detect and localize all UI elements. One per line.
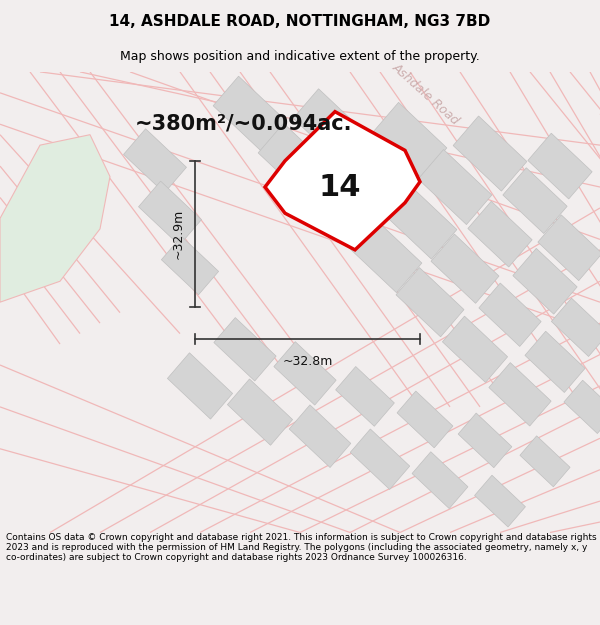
Polygon shape (303, 171, 377, 246)
Polygon shape (335, 366, 394, 426)
Polygon shape (489, 362, 551, 426)
Polygon shape (338, 137, 412, 212)
Polygon shape (551, 298, 600, 356)
Polygon shape (503, 168, 567, 234)
Polygon shape (431, 234, 499, 303)
Polygon shape (350, 429, 410, 489)
Polygon shape (161, 236, 218, 295)
Polygon shape (479, 283, 541, 346)
Text: 14, ASHDALE ROAD, NOTTINGHAM, NG3 7BD: 14, ASHDALE ROAD, NOTTINGHAM, NG3 7BD (109, 14, 491, 29)
Polygon shape (453, 116, 527, 191)
Polygon shape (214, 318, 276, 381)
Polygon shape (475, 475, 526, 527)
Text: ~32.8m: ~32.8m (283, 354, 332, 367)
Polygon shape (538, 215, 600, 281)
Polygon shape (442, 316, 508, 382)
Polygon shape (274, 342, 336, 405)
Polygon shape (468, 201, 532, 267)
Polygon shape (227, 379, 293, 445)
Polygon shape (348, 217, 422, 292)
Polygon shape (213, 76, 287, 151)
Polygon shape (520, 436, 570, 487)
Text: Contains OS data © Crown copyright and database right 2021. This information is : Contains OS data © Crown copyright and d… (6, 532, 596, 562)
Polygon shape (289, 405, 351, 468)
Polygon shape (528, 133, 592, 199)
Polygon shape (293, 89, 367, 164)
Polygon shape (412, 452, 468, 509)
Polygon shape (373, 102, 447, 178)
Polygon shape (258, 123, 332, 198)
Polygon shape (139, 181, 202, 245)
Polygon shape (265, 112, 420, 250)
Polygon shape (0, 134, 110, 302)
Text: Map shows position and indicative extent of the property.: Map shows position and indicative extent… (120, 49, 480, 62)
Polygon shape (564, 380, 600, 434)
Text: ~32.9m: ~32.9m (172, 209, 185, 259)
Polygon shape (397, 391, 453, 448)
Text: 14: 14 (319, 173, 361, 201)
Polygon shape (383, 184, 457, 259)
Polygon shape (418, 149, 492, 224)
Polygon shape (458, 413, 512, 468)
Polygon shape (525, 331, 585, 392)
Polygon shape (513, 248, 577, 314)
Polygon shape (124, 129, 187, 193)
Polygon shape (396, 268, 464, 337)
Text: ~380m²/~0.094ac.: ~380m²/~0.094ac. (135, 114, 353, 134)
Polygon shape (167, 352, 233, 419)
Text: Ashdale Road: Ashdale Road (390, 61, 462, 127)
